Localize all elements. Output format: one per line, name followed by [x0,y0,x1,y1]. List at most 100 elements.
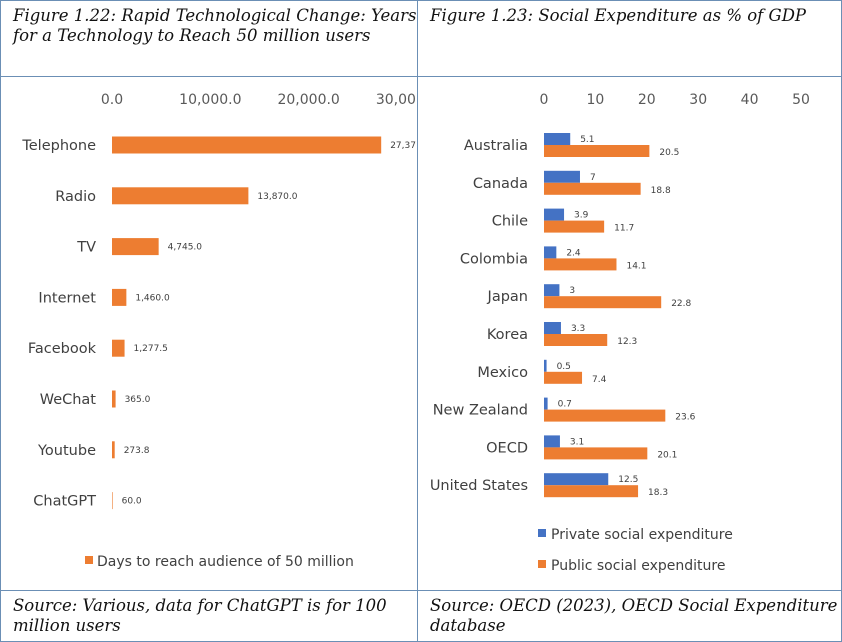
category-label-youtube: Youtube [37,443,96,459]
bar-private-united-states [544,473,609,486]
left-source-cell: Source: Various, data for ChatGPT is for… [0,590,418,642]
technology-adoption-chart: 0.0 10,000.0 20,000.0 30,000.0 Telephone 27,3… [21,92,416,570]
data-label-private-canada: 7 [590,173,596,183]
right-source: Source: OECD (2023), OECD Social Expendi… [430,596,838,635]
legend-swatch-private [538,529,546,537]
data-label-public-korea: 12.3 [617,337,637,347]
x-tick-label: 10 [586,92,604,108]
data-label-public-oecd: 20.1 [657,450,677,460]
bar-public-new-zealand [544,409,666,422]
bar-radio [112,187,249,205]
right-caption-cell: Figure 1.23: Social Expenditure as % of … [417,0,842,77]
data-label-public-australia: 20.5 [659,148,679,158]
data-label-private-chile: 3.9 [574,211,589,221]
category-label-japan: Japan [487,289,528,305]
category-label-radio: Radio [55,189,96,205]
data-label-public-new-zealand: 23.6 [675,413,695,423]
x-tick-label: 0.0 [101,92,123,108]
bar-facebook [112,339,125,357]
x-tick-label: 20,000.0 [277,92,339,108]
data-label-private-colombia: 2.4 [566,248,581,258]
data-label-tv: 4,745.0 [168,243,203,253]
data-label-wechat: 365.0 [125,395,151,405]
x-tick-label: 40 [741,92,759,108]
category-label-wechat: WeChat [40,392,97,408]
data-label-public-mexico: 7.4 [592,375,607,385]
x-tick-label: 50 [792,92,810,108]
bar-telephone [112,136,382,154]
legend-label-private: Private social expenditure [551,527,733,543]
data-label-private-mexico: 0.5 [557,362,571,372]
bar-public-canada [544,182,641,195]
data-label-private-united-states: 12.5 [618,475,638,485]
data-label-private-oecd: 3.1 [570,437,584,447]
bar-private-korea [544,322,561,334]
bar-public-oecd [544,447,648,460]
social-expenditure-chart: 0 10 20 30 40 50 Australia 5.1 20.5 Canada 7 18.8 Ch… [430,92,810,574]
data-label-public-japan: 22.8 [671,299,691,309]
bar-private-oecd [544,435,560,448]
bar-private-new-zealand [544,397,548,410]
bar-private-australia [544,133,571,145]
x-tick-label: 10,000.0 [179,92,241,108]
data-label-telephone: 27,375.0 [390,141,416,151]
bar-internet [112,288,127,306]
right-caption: Figure 1.23: Social Expenditure as % of … [430,6,807,25]
data-label-radio: 13,870.0 [257,192,297,202]
bar-public-united-states [544,485,639,498]
bar-public-colombia [544,258,617,271]
right-source-cell: Source: OECD (2023), OECD Social Expendi… [417,590,842,642]
bar-public-australia [544,145,650,157]
bar-private-colombia [544,246,557,259]
left-caption-cell: Figure 1.22: Rapid Technological Change:… [0,0,418,77]
data-label-facebook: 1,277.5 [134,344,168,354]
x-tick-label: 30,000.0 [376,92,416,108]
bar-private-japan [544,284,560,297]
category-label-tv: TV [76,240,96,256]
category-label-mexico: Mexico [477,365,528,381]
data-label-private-korea: 3.3 [571,324,585,334]
category-label-colombia: Colombia [460,251,528,267]
category-label-canada: Canada [473,176,528,192]
bar-chatgpt [112,492,113,510]
x-tick-label: 30 [689,92,707,108]
bar-private-canada [544,170,580,183]
data-label-public-colombia: 14.1 [626,261,646,271]
category-label-oecd: OECD [486,440,528,456]
legend-swatch-days [85,556,93,564]
category-label-facebook: Facebook [28,341,97,357]
category-label-telephone: Telephone [21,138,96,154]
x-tick-label: 20 [638,92,656,108]
data-label-private-australia: 5.1 [580,135,594,145]
bar-private-chile [544,208,565,221]
bar-wechat [112,390,116,408]
data-label-private-new-zealand: 0.7 [558,400,572,410]
data-label-private-japan: 3 [569,286,575,296]
data-label-public-united-states: 18.3 [648,488,668,498]
legend-label-public: Public social expenditure [551,558,725,574]
category-label-chile: Chile [492,214,528,230]
data-label-internet: 1,460.0 [135,293,170,303]
category-label-korea: Korea [487,327,528,343]
bar-public-chile [544,220,605,233]
data-label-public-chile: 11.7 [614,224,634,234]
left-caption: Figure 1.22: Rapid Technological Change:… [13,6,417,45]
legend-label-days: Days to reach audience of 50 million [97,554,354,570]
category-label-new-zealand: New Zealand [433,403,528,419]
x-tick-label: 0 [540,92,549,108]
data-label-public-canada: 18.8 [651,186,671,196]
data-label-youtube: 273.8 [124,446,150,456]
category-label-australia: Australia [464,138,528,154]
bar-tv [112,238,159,256]
bar-private-mexico [544,359,547,372]
bar-public-mexico [544,371,583,384]
data-label-chatgpt: 60.0 [122,497,142,507]
legend-swatch-public [538,560,546,568]
bar-youtube [112,441,115,459]
bar-public-korea [544,334,608,346]
bar-public-japan [544,296,662,309]
left-source: Source: Various, data for ChatGPT is for… [13,596,387,635]
category-label-chatgpt: ChatGPT [33,494,96,510]
category-label-internet: Internet [38,290,96,306]
category-label-united-states: United States [430,478,528,494]
